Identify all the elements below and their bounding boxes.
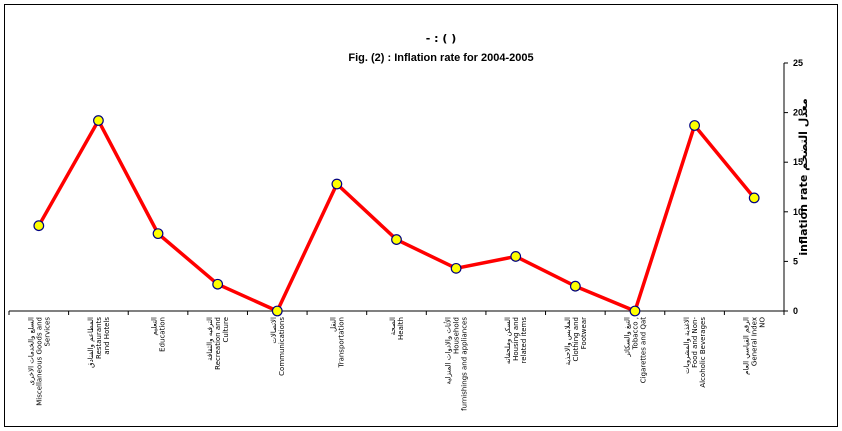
x-tick-label-line: Transportation bbox=[337, 317, 345, 369]
series-line bbox=[37, 118, 756, 313]
x-tick-label-line: Food and Non- bbox=[691, 317, 699, 368]
x-tick-label-line: الرقم القياسي العام bbox=[743, 317, 751, 375]
x-tick-label-line: الترفيه والثقافة bbox=[206, 317, 214, 361]
x-tick-label-line: الأثاث والادوات المنزلية bbox=[444, 317, 453, 385]
y-tick-label: 25 bbox=[793, 58, 803, 68]
x-tick-label-line: Restaurants bbox=[95, 317, 103, 359]
x-tick-label-line: التبغ والسكائر bbox=[623, 317, 631, 358]
x-tick-label-line: NO bbox=[759, 317, 767, 328]
x-tick-label-line: Education bbox=[159, 317, 167, 352]
data-point bbox=[152, 228, 164, 240]
data-point bbox=[569, 280, 581, 292]
x-tick-label: الرقم القياسي العامGeneral IndexNO bbox=[743, 317, 767, 375]
data-point bbox=[93, 115, 104, 126]
x-tick-label: الاغذية والمشروباتFood and Non-Alcoholic… bbox=[683, 317, 707, 388]
data-point bbox=[689, 120, 700, 131]
series-inflation bbox=[37, 118, 756, 313]
y-tick-label: 0 bbox=[793, 306, 798, 316]
data-point bbox=[271, 305, 283, 317]
chart-frame: - : ( ) Fig. (2) : Inflation rate for 20… bbox=[4, 4, 838, 427]
x-tick-label-line: Culture bbox=[222, 317, 230, 342]
chart-subtitle: Fig. (2) : Inflation rate for 2004-2005 bbox=[348, 52, 533, 64]
x-tick-label-line: and Hotels bbox=[103, 317, 111, 355]
x-tick-label: الملابس والاحذيةClothing andFootwear bbox=[564, 317, 588, 366]
data-point bbox=[212, 278, 224, 290]
data-point bbox=[450, 262, 462, 274]
x-tick-label-line: Communications bbox=[278, 317, 286, 376]
x-tick-label-line: المطاعم والفنادق bbox=[87, 317, 95, 368]
x-tick-label-line: Recreation and bbox=[214, 317, 222, 370]
axes bbox=[9, 63, 785, 312]
x-tick-label: المطاعم والفنادقRestaurantsand Hotels bbox=[87, 317, 111, 368]
x-tick-label-line: furnishings and appliances bbox=[461, 317, 469, 411]
line-chart: - : ( ) Fig. (2) : Inflation rate for 20… bbox=[8, 32, 810, 411]
data-point bbox=[510, 251, 522, 262]
y-tick-label: 20 bbox=[793, 108, 803, 118]
x-tick-label: الأثاث والادوات المنزليةHouseholdfurnish… bbox=[444, 317, 469, 411]
data-point bbox=[33, 220, 45, 232]
x-tick-label-line: Miscellaneous Goods and bbox=[35, 317, 43, 406]
x-tick-label: السلع والخدمات الاخرىMiscellaneous Goods… bbox=[27, 317, 51, 406]
x-tick-label-line: General Index bbox=[751, 317, 759, 366]
x-tick-label-line: related items bbox=[520, 317, 528, 364]
x-tick-label-line: Household bbox=[453, 317, 461, 354]
x-tick-label-line: السلع والخدمات الاخرى bbox=[27, 317, 35, 386]
y-tick-label: 5 bbox=[793, 256, 798, 266]
series-markers bbox=[33, 115, 760, 317]
x-tick-label: السكن وملحقاتهHousing andrelated items bbox=[504, 317, 528, 364]
x-tick-label: النقلTransportation bbox=[329, 317, 345, 369]
data-point bbox=[629, 305, 641, 317]
y-axis-label: inflation rate معدل التضخم bbox=[797, 98, 810, 255]
x-tick-label-line: Services bbox=[43, 317, 51, 347]
x-axis-ticks: السلع والخدمات الاخرىMiscellaneous Goods… bbox=[8, 311, 785, 411]
x-tick-label: الترفيه والثقافةRecreation andCulture bbox=[206, 317, 230, 370]
x-tick-label-line: السكن وملحقاته bbox=[504, 317, 512, 364]
x-tick-label-line: Alcoholic Beverages bbox=[699, 317, 707, 388]
chart-title: - : ( ) bbox=[426, 32, 457, 45]
data-point bbox=[748, 192, 760, 204]
x-tick-label: الاتصالاتCommunications bbox=[270, 317, 286, 376]
x-tick-label-line: Housing and bbox=[512, 317, 520, 361]
x-tick-label-line: Health bbox=[397, 317, 405, 340]
x-tick-label-line: Tobacco , bbox=[631, 317, 639, 351]
x-tick-label-line: الاتصالات bbox=[270, 317, 278, 344]
x-tick-label-line: الملابس والاحذية bbox=[564, 317, 572, 365]
x-tick-label-line: Clothing and bbox=[572, 317, 580, 362]
y-tick-label: 10 bbox=[793, 207, 803, 217]
data-point bbox=[391, 234, 402, 245]
x-tick-label-line: Cigarettes and Qat bbox=[639, 317, 647, 383]
data-point bbox=[331, 178, 343, 190]
x-tick-label-line: التعليم bbox=[151, 317, 159, 336]
x-tick-label: التعليمEducation bbox=[151, 317, 167, 352]
x-tick-label-line: الاغذية والمشروبات bbox=[683, 317, 691, 374]
x-tick-label: التبغ والسكائرTobacco ,Cigarettes and Qa… bbox=[623, 317, 647, 383]
x-tick-label: الصحةHealth bbox=[389, 317, 405, 340]
y-tick-label: 15 bbox=[793, 157, 803, 167]
x-tick-label-line: Footwear bbox=[580, 317, 588, 349]
x-tick-label-line: النقل bbox=[329, 317, 337, 332]
y-axis-ticks: 0 5 10 15 20 25 bbox=[784, 58, 803, 316]
x-tick-label-line: الصحة bbox=[389, 317, 397, 335]
